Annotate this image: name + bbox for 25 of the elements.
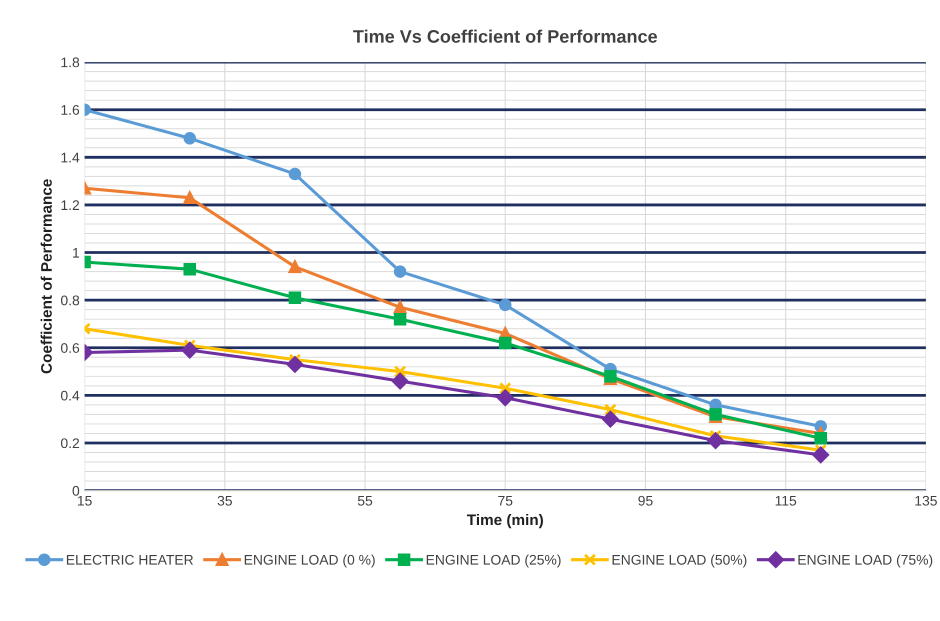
y-axis-title: Coefficient of Performance [40,179,52,374]
legend-label: ENGINE LOAD (25%) [426,554,561,568]
x-tick-label: 15 [78,496,92,506]
x-tick-label: 75 [498,496,512,506]
y-tick-label: 0.2 [60,438,80,448]
y-tick-label: 1.2 [61,200,80,210]
y-tick-label: 0.8 [60,295,80,306]
y-tick-label: 1.6 [61,105,80,115]
y-tick-label: 1.8 [61,57,80,68]
chart-title: Time Vs Coefficient of Performance [353,30,657,43]
x-tick-label: 135 [915,496,937,506]
y-tick-label: 0 [72,486,80,496]
x-tick-label: 95 [638,496,653,506]
x-tick-label: 115 [776,496,796,506]
legend-label: ENGINE LOAD (0 %) [244,554,375,568]
x-tick-label: 55 [358,496,372,506]
y-tick-label: 1.4 [61,152,80,162]
y-tick-label: 0.4 [60,390,80,401]
y-tick-label: 0.6 [60,343,80,353]
y-tick-label: 1 [73,248,80,258]
x-tick-label: 35 [218,496,232,506]
legend-label: ENGINE LOAD (50%) [612,554,746,568]
legend-label: ELECTRIC HEATER [66,554,193,565]
x-axis-title: Time (min) [466,514,543,528]
legend-label: ENGINE LOAD (75%) [798,554,932,568]
